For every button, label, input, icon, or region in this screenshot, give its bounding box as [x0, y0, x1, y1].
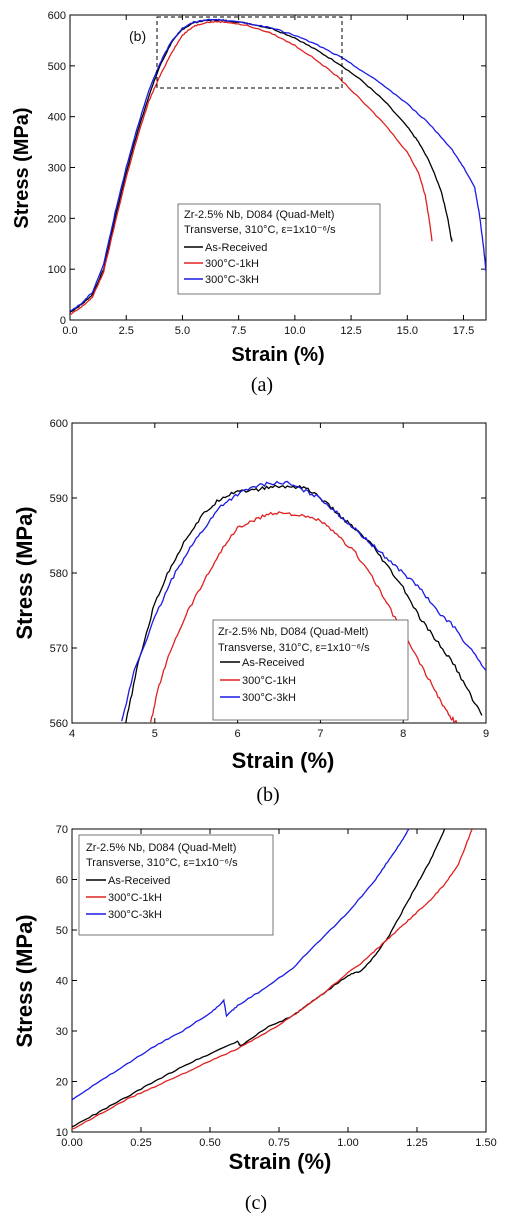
- x-tick-label: 7.5: [231, 325, 246, 337]
- y-tick-label: 20: [56, 1077, 68, 1089]
- legend-300c-3kh: 300°C-3kH: [205, 274, 259, 286]
- legend-title-line1: Zr-2.5% Nb, D084 (Quad-Melt): [184, 209, 334, 221]
- y-tick-label: 600: [48, 10, 66, 22]
- legend-300c-3kh: 300°C-3kH: [108, 909, 162, 921]
- series-line-300-c-1kh: [70, 20, 433, 316]
- x-tick-label: 0.25: [130, 1137, 151, 1149]
- x-tick-label: 4: [69, 728, 75, 740]
- y-tick-label: 570: [50, 643, 68, 655]
- x-tick-label: 1.00: [337, 1137, 358, 1149]
- legend-title-line1: Zr-2.5% Nb, D084 (Quad-Melt): [86, 842, 236, 854]
- legend-300c-3kh: 300°C-3kH: [242, 692, 296, 704]
- legend-300c-1kh: 300°C-1kH: [205, 258, 259, 270]
- x-tick-label: 5.0: [175, 325, 190, 337]
- x-tick-label: 6: [235, 728, 241, 740]
- y-axis-label-c: Stress (MPa): [12, 914, 37, 1047]
- series-line-300-c-3kh: [72, 829, 410, 1101]
- series-line-300-c-3kh: [121, 480, 486, 722]
- chart-a: 0.0 2.5 5.0 7.5 10.0 12.5 15.0 17.5 0 100 200 300 4…: [11, 10, 487, 396]
- y-tick-label: 50: [56, 925, 68, 937]
- chart-c: 0.00 0.25 0.50 0.75 1.00 1.25 1.50 10 20 30 40 50 6…: [12, 824, 497, 1214]
- legend-title-line2: Transverse, 310°C, ε=1x10⁻⁶/s: [218, 642, 370, 654]
- y-tick-label: 30: [56, 1026, 68, 1038]
- legend-a: Zr-2.5% Nb, D084 (Quad-Melt) Transverse,…: [177, 203, 381, 295]
- y-tick-label: 500: [48, 61, 66, 73]
- legend-c: Zr-2.5% Nb, D084 (Quad-Melt) Transverse,…: [78, 834, 274, 936]
- legend-title-line2: Transverse, 310°C, ε=1x10⁻⁶/s: [184, 224, 336, 236]
- legend-300c-1kh: 300°C-1kH: [242, 675, 296, 687]
- x-tick-label: 12.5: [340, 325, 361, 337]
- legend-as-received: As-Received: [205, 242, 267, 254]
- y-tick-label: 600: [50, 418, 68, 430]
- series-line-300-c-1kh: [150, 511, 458, 723]
- x-tick-label: 2.5: [119, 325, 134, 337]
- x-tick-label: 0.0: [62, 325, 77, 337]
- x-tick-label: 8: [400, 728, 406, 740]
- caption-a: (a): [251, 374, 273, 396]
- x-tick-label: 10.0: [284, 325, 305, 337]
- caption-b: (b): [256, 784, 279, 806]
- y-tick-label: 100: [48, 264, 66, 276]
- x-axis-label-a: Strain (%): [231, 344, 324, 366]
- legend-as-received: As-Received: [242, 657, 304, 669]
- inset-label: (b): [129, 28, 146, 44]
- x-tick-label: 0.00: [61, 1137, 82, 1149]
- chart-b: 4 5 6 7 8 9 560 570 580 590 600 Zr-2.5% Nb, D084 …: [12, 418, 489, 806]
- caption-c: (c): [245, 1192, 267, 1214]
- x-tick-label: 1.25: [406, 1137, 427, 1149]
- y-tick-label: 0: [60, 315, 66, 327]
- y-tick-label: 40: [56, 976, 68, 988]
- x-tick-label: 0.75: [268, 1137, 289, 1149]
- x-tick-label: 7: [317, 728, 323, 740]
- y-tick-label: 10: [56, 1127, 68, 1139]
- y-tick-label: 60: [56, 875, 68, 887]
- y-axis-label-b: Stress (MPa): [12, 506, 37, 639]
- series-line-300-c-3kh: [70, 18, 486, 312]
- x-tick-label: 1.50: [475, 1137, 496, 1149]
- x-tick-label: 5: [152, 728, 158, 740]
- x-axis-label-b: Strain (%): [232, 748, 335, 773]
- x-tick-label: 0.50: [199, 1137, 220, 1149]
- legend-300c-1kh: 300°C-1kH: [108, 892, 162, 904]
- legend-title-line2: Transverse, 310°C, ε=1x10⁻⁶/s: [86, 857, 238, 869]
- inset-region-box: [156, 16, 343, 89]
- y-tick-label: 590: [50, 493, 68, 505]
- legend-title-line1: Zr-2.5% Nb, D084 (Quad-Melt): [218, 626, 368, 638]
- x-axis-label-c: Strain (%): [229, 1149, 332, 1174]
- legend-b: Zr-2.5% Nb, D084 (Quad-Melt) Transverse,…: [212, 619, 409, 721]
- series-line-300-c-1kh: [72, 829, 473, 1130]
- legend-as-received: As-Received: [108, 875, 170, 887]
- y-tick-label: 560: [50, 718, 68, 730]
- y-tick-label: 300: [48, 163, 66, 175]
- x-tick-label: 15.0: [397, 325, 418, 337]
- y-tick-label: 400: [48, 112, 66, 124]
- x-tick-label: 17.5: [453, 325, 474, 337]
- y-tick-label: 580: [50, 568, 68, 580]
- y-tick-label: 70: [56, 824, 68, 836]
- y-tick-label: 200: [48, 213, 66, 225]
- series-line-as-received: [125, 484, 483, 723]
- x-tick-label: 9: [483, 728, 489, 740]
- y-axis-label-a: Stress (MPa): [11, 107, 33, 228]
